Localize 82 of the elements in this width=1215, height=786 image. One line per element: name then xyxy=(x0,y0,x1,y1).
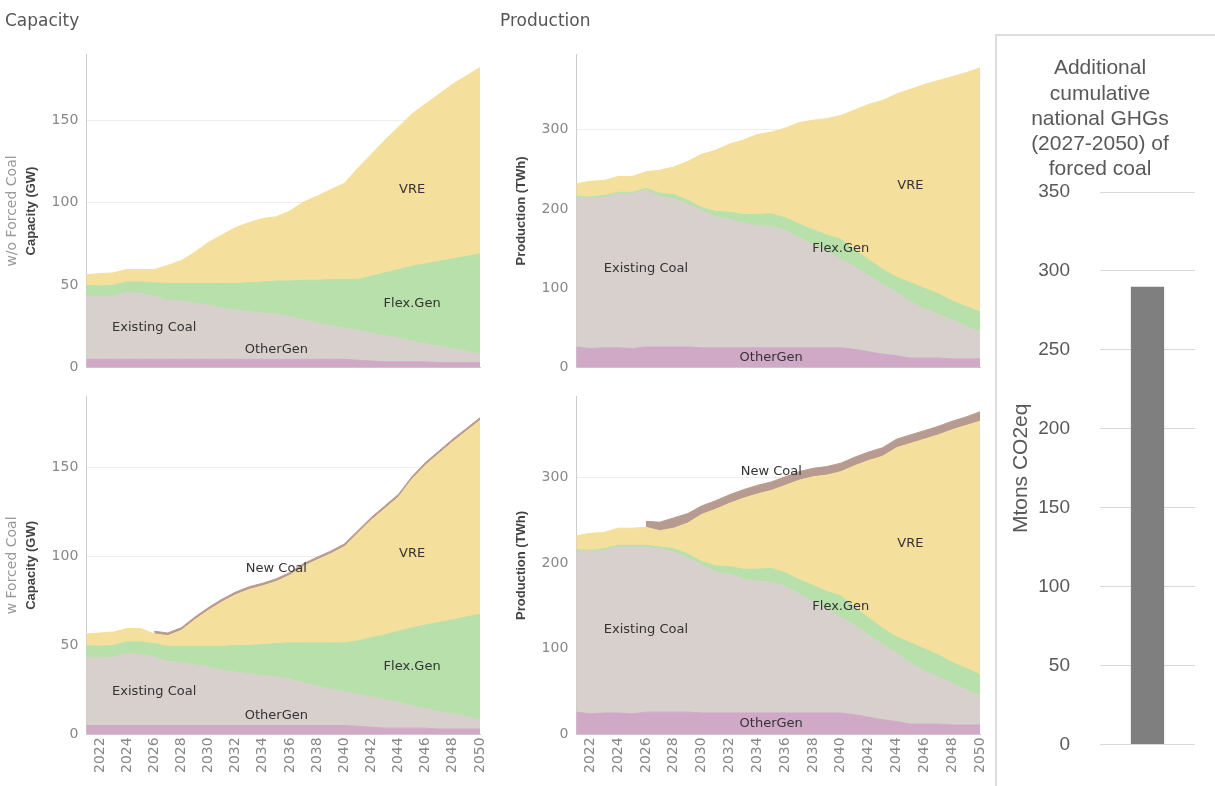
y-tick-label: 100 xyxy=(51,193,79,210)
series-label: OtherGen xyxy=(739,349,803,365)
series-label: Existing Coal xyxy=(112,319,197,334)
x-tick-label: 2038 xyxy=(307,737,324,774)
x-tick-label: 2028 xyxy=(171,737,188,774)
series-label: Flex.Gen xyxy=(812,240,870,256)
y-tick-label: 300 xyxy=(541,120,569,137)
y-tick-label: 100 xyxy=(541,278,569,295)
x-tick-label: 2030 xyxy=(692,737,709,774)
y-tick-label: 0 xyxy=(559,358,569,375)
x-tick-label: 2034 xyxy=(747,737,764,774)
y-tick-label: 100 xyxy=(51,547,79,564)
chart-title: Capacity xyxy=(5,10,80,30)
x-tick-label: 2038 xyxy=(803,737,820,774)
y-tick-label: 0 xyxy=(559,725,569,742)
series-label: Flex.Gen xyxy=(383,658,441,674)
x-tick-label: 2032 xyxy=(720,737,737,774)
series-label: Existing Coal xyxy=(603,620,689,636)
series-label: VRE xyxy=(897,534,924,550)
y-axis-title: Production (TWh) xyxy=(513,156,529,266)
x-tick-label: 2042 xyxy=(362,737,379,774)
text: w/o Forced Coal xyxy=(2,155,19,267)
chart-title: Production xyxy=(500,10,591,30)
x-tick-label: 2022 xyxy=(580,737,597,774)
y-tick-label: 350 xyxy=(1038,180,1070,202)
y-tick-label: 300 xyxy=(1038,259,1070,281)
chart-title: Additional cumulative national GHGs (2027-2050) of forced coal xyxy=(1031,55,1170,180)
y-tick-label: 50 xyxy=(60,275,79,292)
x-tick-label: 2050 xyxy=(470,737,487,774)
x-tick-label: 2048 xyxy=(443,737,460,774)
y-tick-label: 300 xyxy=(541,468,569,485)
y-axis-title: Production (TWh) xyxy=(513,510,529,620)
x-tick-label: 2026 xyxy=(144,737,161,774)
y-tick-label: 0 xyxy=(69,358,79,375)
series-label: VRE xyxy=(399,181,426,197)
text: w Forced Coal xyxy=(2,516,19,615)
x-tick-label: 2046 xyxy=(416,737,433,774)
series-label: OtherGen xyxy=(244,340,308,356)
x-tick-label: 2046 xyxy=(914,737,931,774)
series-label: OtherGen xyxy=(244,706,308,722)
y-tick-label: 100 xyxy=(1038,574,1070,596)
y-tick-label: 50 xyxy=(1048,653,1070,675)
series-label: Existing Coal xyxy=(603,259,689,275)
y-tick-label: 0 xyxy=(69,725,79,742)
x-tick-label: 2028 xyxy=(664,737,681,774)
y-tick-label: 150 xyxy=(51,458,79,475)
x-tick-label: 2050 xyxy=(970,737,987,774)
x-tick-label: 2042 xyxy=(859,737,876,774)
x-tick-label: 2044 xyxy=(389,737,406,774)
series-label: Flex.Gen xyxy=(383,295,441,311)
series-label: New Coal xyxy=(245,560,307,576)
y-tick-label: 200 xyxy=(1038,417,1070,439)
y-tick-label: 100 xyxy=(541,639,569,656)
y-tick-label: 50 xyxy=(60,636,79,653)
x-tick-label: 2036 xyxy=(775,737,792,774)
y-tick-label: 200 xyxy=(541,553,569,570)
x-tick-label: 2036 xyxy=(280,737,297,774)
x-tick-label: 2026 xyxy=(636,737,653,774)
x-tick-label: 2024 xyxy=(117,737,134,774)
series-label: New Coal xyxy=(740,463,802,479)
series-label: VRE xyxy=(399,544,426,560)
series-label: OtherGen xyxy=(739,715,803,731)
y-tick-label: 200 xyxy=(541,199,569,216)
x-tick-label: 2032 xyxy=(226,737,243,774)
y-tick-label: 150 xyxy=(1038,496,1070,518)
y-tick-label: 250 xyxy=(1038,338,1070,360)
x-tick-label: 2044 xyxy=(887,737,904,774)
series-label: Existing Coal xyxy=(112,682,197,698)
x-tick-label: 2022 xyxy=(90,737,107,774)
series-label: Flex.Gen xyxy=(812,597,870,613)
x-tick-label: 2034 xyxy=(253,737,270,774)
y-tick-label: 0 xyxy=(1059,732,1070,754)
x-tick-label: 2048 xyxy=(942,737,959,774)
series-label: VRE xyxy=(897,177,924,193)
x-tick-label: 2040 xyxy=(831,737,848,774)
y-tick-label: 150 xyxy=(51,110,79,127)
x-tick-label: 2030 xyxy=(199,737,216,774)
y-axis-title: Capacity (GW) xyxy=(23,166,39,256)
x-tick-label: 2024 xyxy=(608,737,625,774)
y-axis-title: Mtons CO2eq xyxy=(1008,403,1032,534)
y-axis-title: Capacity (GW) xyxy=(23,520,39,610)
x-tick-label: 2040 xyxy=(334,737,351,774)
